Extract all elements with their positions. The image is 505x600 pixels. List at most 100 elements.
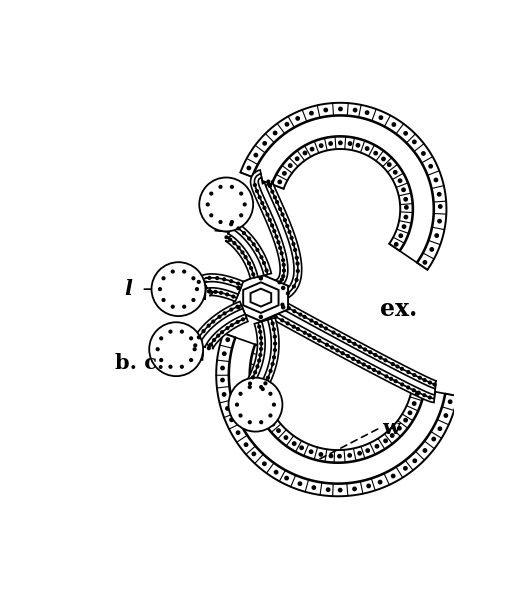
Circle shape [368, 351, 371, 353]
Circle shape [319, 453, 322, 456]
Circle shape [275, 201, 278, 203]
Circle shape [278, 247, 281, 249]
Polygon shape [223, 227, 263, 277]
Circle shape [356, 143, 359, 147]
Circle shape [210, 214, 212, 217]
Circle shape [337, 455, 340, 458]
Circle shape [266, 376, 269, 379]
Circle shape [156, 348, 159, 350]
Circle shape [412, 140, 415, 143]
Circle shape [207, 324, 210, 327]
Circle shape [281, 306, 284, 309]
Circle shape [438, 205, 441, 208]
Circle shape [378, 356, 381, 359]
Circle shape [422, 379, 425, 382]
Circle shape [433, 178, 437, 182]
Circle shape [265, 269, 268, 272]
Circle shape [365, 111, 368, 115]
Circle shape [226, 338, 229, 341]
Circle shape [412, 374, 415, 376]
Circle shape [287, 307, 290, 310]
Circle shape [182, 305, 185, 308]
Circle shape [229, 308, 232, 311]
Circle shape [265, 414, 269, 418]
Circle shape [171, 270, 174, 273]
Circle shape [278, 281, 280, 284]
Circle shape [389, 377, 392, 380]
Circle shape [329, 454, 332, 458]
Circle shape [319, 325, 322, 327]
Circle shape [383, 439, 386, 443]
Circle shape [302, 151, 306, 155]
Circle shape [241, 318, 244, 321]
Circle shape [197, 336, 200, 339]
Circle shape [347, 340, 350, 343]
Polygon shape [216, 333, 457, 496]
Circle shape [189, 337, 192, 340]
Circle shape [254, 371, 256, 374]
Circle shape [230, 221, 233, 223]
Circle shape [169, 330, 172, 333]
Circle shape [269, 392, 271, 395]
Polygon shape [250, 289, 271, 307]
Circle shape [372, 368, 375, 371]
Circle shape [251, 376, 254, 379]
Circle shape [340, 352, 343, 355]
Circle shape [261, 388, 264, 391]
Circle shape [207, 290, 210, 293]
Polygon shape [200, 281, 240, 295]
Circle shape [309, 450, 312, 454]
Circle shape [229, 280, 232, 283]
Circle shape [393, 380, 396, 383]
Circle shape [258, 397, 261, 400]
Circle shape [211, 189, 241, 220]
Circle shape [342, 337, 344, 340]
Circle shape [429, 248, 433, 251]
Circle shape [230, 324, 233, 326]
Text: l: l [124, 279, 132, 299]
Circle shape [259, 277, 262, 280]
Circle shape [347, 454, 350, 457]
Circle shape [259, 347, 262, 350]
Circle shape [208, 277, 211, 279]
Circle shape [254, 377, 258, 380]
Circle shape [258, 348, 261, 352]
Circle shape [261, 405, 264, 408]
Circle shape [239, 389, 270, 420]
Circle shape [192, 277, 194, 280]
Circle shape [157, 268, 199, 311]
Circle shape [259, 421, 262, 424]
Circle shape [171, 305, 174, 308]
Circle shape [378, 116, 382, 119]
Circle shape [155, 328, 197, 371]
Circle shape [282, 263, 285, 266]
Circle shape [280, 303, 283, 306]
Circle shape [401, 225, 405, 228]
Circle shape [210, 192, 212, 195]
Circle shape [218, 316, 221, 318]
Circle shape [225, 407, 229, 410]
Circle shape [214, 290, 217, 293]
Circle shape [266, 213, 268, 216]
Polygon shape [233, 274, 287, 321]
Circle shape [215, 277, 218, 280]
Circle shape [160, 337, 162, 340]
Circle shape [222, 393, 225, 396]
Circle shape [255, 387, 259, 391]
Circle shape [193, 344, 196, 347]
Polygon shape [229, 338, 444, 483]
Circle shape [312, 337, 315, 340]
Circle shape [207, 347, 210, 350]
Circle shape [281, 286, 284, 289]
Circle shape [169, 280, 187, 298]
Circle shape [254, 154, 257, 157]
Circle shape [268, 185, 271, 187]
Circle shape [160, 359, 162, 361]
Circle shape [397, 427, 400, 430]
Polygon shape [219, 224, 267, 278]
Circle shape [337, 334, 339, 337]
Circle shape [217, 195, 235, 214]
Circle shape [391, 475, 394, 478]
Circle shape [285, 122, 288, 126]
Circle shape [365, 449, 369, 452]
